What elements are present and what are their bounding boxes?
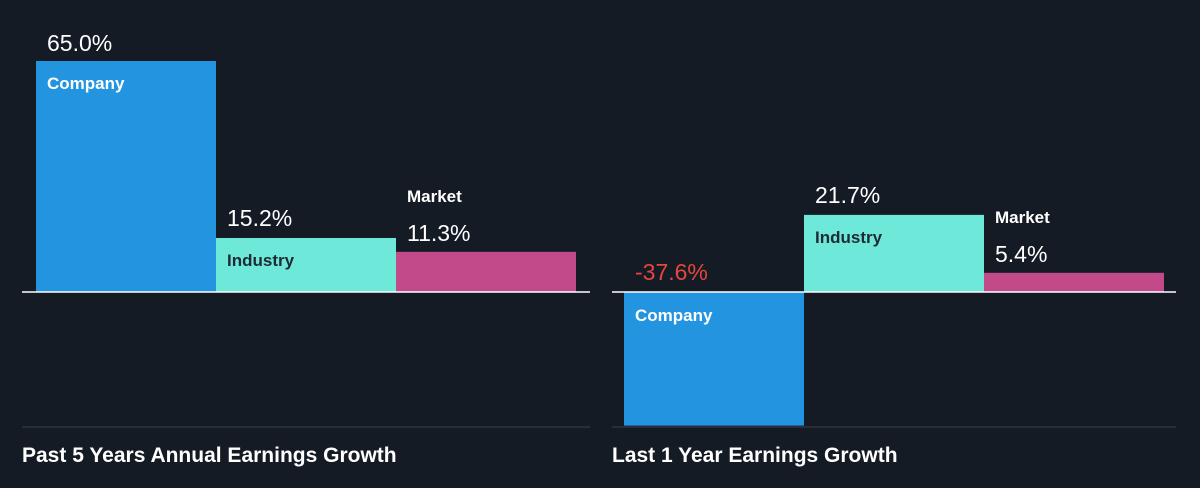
chart2-bar-industry: [804, 214, 984, 292]
chart2-category-label-industry: Industry: [815, 228, 883, 247]
chart1-bar-market: [396, 251, 576, 292]
chart1-bar-industry: [216, 237, 396, 292]
charts-layer: 65.0% Company 15.2% Industry 11.3% Market -37.…: [22, 30, 1176, 428]
chart1-value-label-company: 65.0%: [47, 30, 112, 56]
chart1-bar-company: [36, 61, 216, 292]
chart1-value-label-market: 11.3%: [407, 220, 471, 246]
chart2-value-label-market: 5.4%: [995, 241, 1047, 267]
chart2-category-label-market: Market: [995, 208, 1050, 227]
chart-title-past-5-years: Past 5 Years Annual Earnings Growth: [22, 444, 397, 467]
chart2-value-label-industry: 21.7%: [815, 182, 880, 208]
chart2-bar-company: [624, 292, 804, 426]
chart2-bar-market: [984, 272, 1164, 292]
chart1-category-label-industry: Industry: [227, 251, 295, 270]
chart-title-last-1-year: Last 1 Year Earnings Growth: [612, 444, 898, 467]
chart1-category-label-company: Company: [47, 74, 125, 93]
chart1-category-label-market: Market: [407, 187, 462, 206]
chart2-value-label-company: -37.6%: [635, 259, 708, 285]
chart1-value-label-industry: 15.2%: [227, 205, 292, 231]
chart2-category-label-company: Company: [635, 306, 713, 325]
